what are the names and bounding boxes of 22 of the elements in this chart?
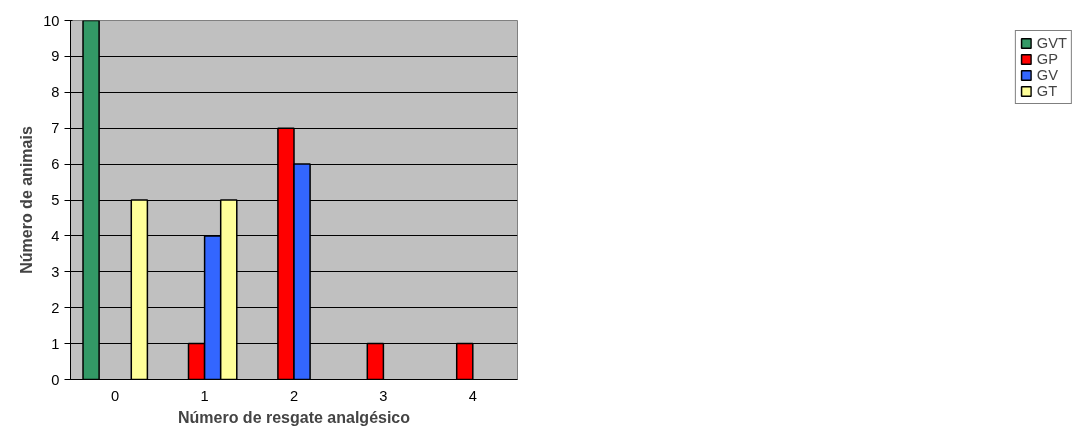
legend-label: GVT bbox=[1036, 35, 1067, 51]
x-axis-title: Número de resgate analgésico bbox=[177, 408, 411, 426]
y-tick-label: 8 bbox=[51, 84, 60, 101]
x-tick-label: 2 bbox=[289, 387, 299, 404]
y-tick-label: 3 bbox=[51, 263, 60, 280]
y-tick-label: 4 bbox=[51, 227, 60, 244]
legend-label: GV bbox=[1036, 67, 1059, 83]
y-tick-label: 1 bbox=[51, 335, 60, 352]
x-tick-label: 4 bbox=[468, 387, 477, 404]
y-tick-label: 5 bbox=[51, 192, 60, 208]
legend-label: GT bbox=[1036, 83, 1058, 99]
y-tick-label: 6 bbox=[51, 156, 60, 173]
y-tick-label: 10 bbox=[43, 12, 60, 29]
x-tick-label: 1 bbox=[200, 387, 209, 404]
y-tick-label: 7 bbox=[51, 120, 60, 137]
legend-label: GP bbox=[1036, 51, 1059, 67]
y-tick-label: 0 bbox=[51, 371, 60, 388]
y-tick-label: 9 bbox=[51, 48, 60, 65]
y-axis-title: Número de animais bbox=[18, 126, 36, 274]
y-tick-label: 2 bbox=[51, 299, 60, 316]
x-tick-label: 3 bbox=[379, 387, 388, 404]
x-tick-label: 0 bbox=[111, 387, 120, 404]
